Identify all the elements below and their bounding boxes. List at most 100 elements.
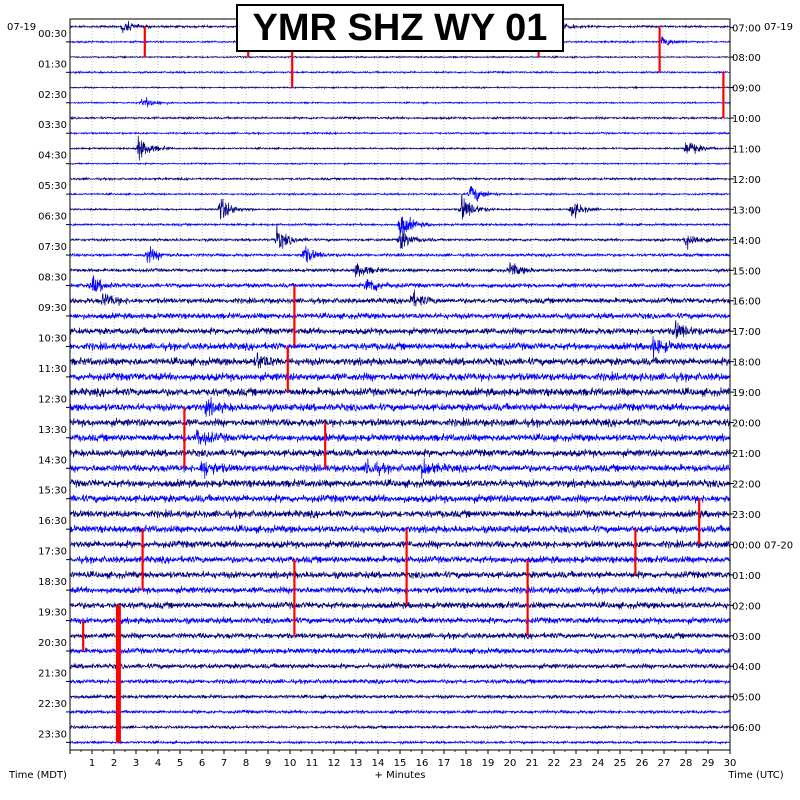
right-tick-label: 11:00 xyxy=(732,144,761,155)
bottom-tick-label: 11 xyxy=(306,758,319,769)
right-tick-label: 21:00 xyxy=(732,449,761,460)
right-tick-label: 07:00 xyxy=(732,24,761,35)
red-burst xyxy=(115,605,121,743)
trace-row xyxy=(69,724,730,731)
left-tick-label: 21:30 xyxy=(38,668,67,679)
bottom-tick-label: 28 xyxy=(680,758,693,769)
trace-row xyxy=(69,458,731,480)
trace-row xyxy=(69,508,731,519)
left-tick-label: 10:30 xyxy=(38,333,67,344)
right-tick-label: 12:00 xyxy=(732,175,761,186)
trace-row xyxy=(69,493,731,504)
left-tick-label: 22:30 xyxy=(38,699,67,710)
right-axis xyxy=(730,27,734,728)
left-axis-label: Time (MDT) xyxy=(8,770,67,781)
bottom-tick-label: 1 xyxy=(89,758,95,769)
bottom-tick-label: 19 xyxy=(482,758,495,769)
trace-row xyxy=(70,55,730,60)
bottom-tick-label: 29 xyxy=(702,758,715,769)
bottom-tick-label: 5 xyxy=(177,758,183,769)
bottom-tick-label: 10 xyxy=(284,758,297,769)
bottom-tick-label: 13 xyxy=(350,758,363,769)
red-burst xyxy=(286,346,289,393)
trace-row xyxy=(69,275,731,293)
right-tick-label: 04:00 xyxy=(732,662,761,673)
red-burst xyxy=(293,285,296,347)
trace-row xyxy=(69,616,731,625)
right-tick-label: 20:00 xyxy=(732,419,761,430)
bottom-tick-label: 15 xyxy=(394,758,407,769)
bottom-tick-label: 21 xyxy=(526,758,539,769)
right-tick-label: 15:00 xyxy=(732,266,761,277)
left-tick-label: 11:30 xyxy=(38,364,67,375)
trace-row xyxy=(69,601,731,610)
bottom-tick-label: 14 xyxy=(372,758,385,769)
chart-title: YMR SHZ WY 01 xyxy=(252,6,548,49)
trace-row xyxy=(69,311,731,320)
left-tick-label: 20:30 xyxy=(38,638,67,649)
right-tick-label: 09:00 xyxy=(732,84,761,95)
left-tick-label: 02:30 xyxy=(38,90,67,101)
left-tick-label: 00:30 xyxy=(38,29,67,40)
bottom-tick-label: 17 xyxy=(438,758,451,769)
red-burst xyxy=(526,559,529,636)
trace-row xyxy=(69,115,730,121)
bottom-tick-label: 20 xyxy=(504,758,517,769)
bottom-tick-label: 16 xyxy=(416,758,429,769)
trace-row xyxy=(69,524,731,535)
trace-row xyxy=(69,631,730,640)
date-left: 07-19 xyxy=(7,22,36,33)
right-tick-label: 10:00 xyxy=(732,114,761,125)
trace-row xyxy=(69,194,730,220)
right-tick-label: 13:00 xyxy=(732,205,761,216)
left-tick-label: 19:30 xyxy=(38,608,67,619)
bottom-tick-label: 27 xyxy=(658,758,671,769)
right-tick-label: 14:00 xyxy=(732,236,761,247)
left-tick-label: 23:30 xyxy=(38,729,67,740)
date-right: 07-19 xyxy=(764,22,793,33)
bottom-tick-label: 23 xyxy=(570,758,583,769)
right-tick-label: 19:00 xyxy=(732,388,761,399)
red-burst xyxy=(141,529,144,591)
trace-row xyxy=(69,85,730,90)
bottom-tick-label: 12 xyxy=(328,758,341,769)
trace-row xyxy=(69,570,731,580)
trace-row xyxy=(69,371,731,383)
right-tick-label: 08:00 xyxy=(732,53,761,64)
left-tick-label: 12:30 xyxy=(38,394,67,405)
right-tick-label: 16:00 xyxy=(732,297,761,308)
bottom-tick-label: 8 xyxy=(243,758,249,769)
left-axis xyxy=(66,41,70,743)
trace-row xyxy=(69,245,730,263)
left-tick-label: 16:30 xyxy=(38,516,67,527)
trace-row xyxy=(69,261,731,278)
trace-row xyxy=(69,70,731,75)
right-tick-label: 02:00 xyxy=(732,601,761,612)
bottom-tick-label: 7 xyxy=(221,758,227,769)
left-tick-label: 17:30 xyxy=(38,547,67,558)
trace-row xyxy=(69,336,731,360)
trace-row xyxy=(69,320,731,339)
bottom-tick-label: 9 xyxy=(265,758,271,769)
trace-row xyxy=(69,396,731,417)
right-tick-label: 03:00 xyxy=(732,632,761,643)
trace-row xyxy=(69,224,730,250)
left-tick-label: 01:30 xyxy=(38,59,67,70)
red-burst xyxy=(698,498,701,545)
bottom-tick-label: 25 xyxy=(614,758,627,769)
red-burst xyxy=(143,26,146,58)
trace-row xyxy=(69,662,731,670)
right-tick-label: 06:00 xyxy=(732,723,761,734)
left-tick-label: 15:30 xyxy=(38,486,67,497)
trace-row xyxy=(69,646,731,655)
red-burst xyxy=(405,529,408,606)
trace-row xyxy=(69,351,731,369)
trace-row xyxy=(69,739,731,746)
left-tick-label: 13:30 xyxy=(38,425,67,436)
trace-row xyxy=(69,186,730,202)
bottom-tick-label: 6 xyxy=(199,758,205,769)
trace-row xyxy=(69,554,731,565)
trace-row xyxy=(69,585,731,595)
